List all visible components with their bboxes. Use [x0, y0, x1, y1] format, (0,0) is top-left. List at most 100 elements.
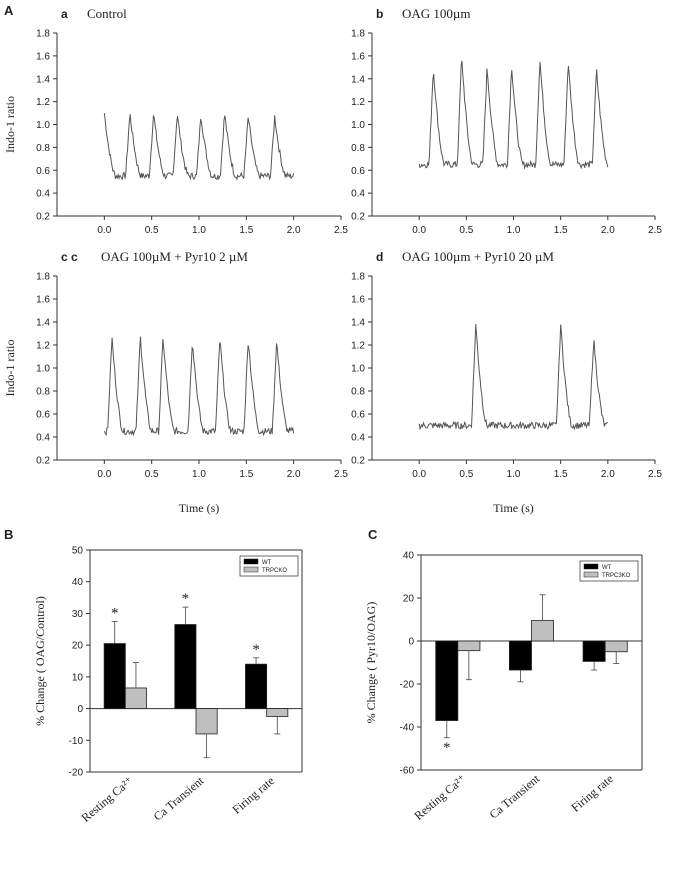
y-tick-label: 20: [72, 641, 84, 652]
y-tick-label: 1.6: [36, 295, 50, 306]
subpanel-title: OAG 100µM + Pyr10 2 µM: [101, 249, 248, 264]
calcium-trace-line: [418, 60, 609, 170]
bar-chart-B: -20 -10 0 10 20 30 40 50 % Change ( OAG/Control)…: [33, 546, 303, 825]
category-label: Ca Transient: [151, 773, 207, 823]
x-tick-label: 0.0: [412, 225, 426, 236]
y-tick-label: 1.4: [36, 74, 50, 85]
y-tick-label: -40: [400, 723, 415, 734]
y-tick-label: 0: [408, 637, 414, 648]
x-tick-label: 0.5: [145, 225, 159, 236]
x-tick-label: 1.0: [192, 469, 206, 480]
trace-chart-a: 0.2 0.4 0.6 0.8 1.0 1.2 1.4 1.6 1.8 0.0 0.5 1.0 1.5 2…: [3, 6, 348, 236]
legend-label: WT: [262, 560, 272, 566]
y-tick-label: 1.4: [36, 318, 50, 329]
y-tick-label: 40: [72, 577, 84, 588]
y-tick-label: 1.2: [36, 341, 50, 352]
bar-trpcko: [195, 708, 218, 735]
y-tick-label: 0.8: [36, 143, 50, 154]
legend-swatch: [243, 566, 259, 573]
y-tick-label: 0.4: [351, 433, 365, 444]
legend-swatch: [583, 563, 599, 570]
bar-trpc3ko: [604, 640, 628, 653]
y-tick-label: 0.2: [36, 212, 50, 223]
x-tick-label: 1.0: [192, 225, 206, 236]
y-tick-label: 1.6: [36, 51, 50, 62]
calcium-trace-line: [418, 323, 608, 431]
y-tick-label: 0.4: [36, 189, 50, 200]
y-tick-label: 1.8: [351, 29, 365, 40]
legend-label: WT: [602, 565, 612, 571]
subpanel-letter: b: [376, 7, 383, 21]
y-tick-label: -20: [69, 768, 84, 779]
subpanel-letter: d: [376, 250, 383, 264]
category-label: Firing rate: [230, 774, 278, 817]
y-axis-label: % Change ( OAG/Control): [33, 596, 47, 726]
x-tick-label: 1.0: [507, 469, 521, 480]
x-tick-label: 2.0: [287, 469, 301, 480]
category-label: Firing rate: [568, 772, 616, 815]
bar-chart-C: -60 -40 -20 0 20 40 % Change ( Pyr10/OAG) * Rest…: [364, 551, 643, 823]
x-tick-label: 0.0: [97, 225, 111, 236]
x-tick-label: 1.5: [554, 469, 568, 480]
legend: WT TRPC3KO: [579, 560, 639, 582]
category-label: Ca Transient: [487, 771, 543, 821]
calcium-trace-line: [103, 113, 295, 181]
x-tick-label: 2.5: [334, 469, 348, 480]
bar-trpc3ko: [531, 620, 555, 642]
subpanel-title: OAG 100µm: [402, 6, 471, 21]
bar-wt: [174, 624, 197, 709]
x-tick-label: 1.5: [554, 225, 568, 236]
panel-label-c-group: C: [368, 527, 378, 542]
y-tick-label: 0.2: [351, 456, 365, 467]
y-tick-label: 0: [77, 704, 83, 715]
y-tick-label: 0.4: [351, 189, 365, 200]
subpanel-title: Control: [87, 6, 127, 21]
legend-label: TRPCKO: [262, 568, 287, 574]
y-tick-label: 1.4: [351, 318, 365, 329]
x-tick-label: 0.0: [412, 469, 426, 480]
y-tick-label: 1.0: [351, 120, 365, 131]
trace-chart-b: 0.2 0.4 0.6 0.8 1.0 1.2 1.4 1.6 1.8 0.0 0.5 1.0 1.5 2…: [351, 6, 662, 236]
y-tick-label: 40: [403, 551, 415, 562]
subpanel-title: OAG 100µm + Pyr10 20 µM: [402, 249, 554, 264]
x-tick-label: 1.5: [239, 469, 253, 480]
y-tick-label: 1.8: [36, 272, 50, 283]
y-tick-label: 0.4: [36, 433, 50, 444]
y-tick-label: 0.6: [351, 410, 365, 421]
y-axis-label: Indo-1 ratio: [3, 96, 17, 153]
x-tick-label: 2.0: [601, 225, 615, 236]
bar-trpc3ko: [457, 640, 481, 652]
significance-asterisk: *: [182, 591, 190, 607]
x-tick-label: 0.5: [145, 469, 159, 480]
subpanel-letter: c c: [61, 250, 78, 264]
legend-label: TRPC3KO: [602, 573, 631, 579]
y-axis-label: % Change ( Pyr10/OAG): [364, 602, 378, 724]
x-tick-label: 2.5: [648, 225, 662, 236]
y-tick-label: -20: [400, 680, 415, 691]
bar-trpcko: [266, 708, 289, 717]
y-tick-label: 10: [72, 672, 84, 683]
x-axis-label: Time (s): [179, 501, 220, 515]
x-axis-label: Time (s): [493, 501, 534, 515]
y-tick-label: -10: [69, 736, 84, 747]
x-tick-label: 0.5: [459, 225, 473, 236]
significance-asterisk: *: [111, 605, 119, 621]
significance-asterisk: *: [443, 740, 451, 756]
significance-asterisk: *: [252, 642, 260, 658]
y-tick-label: 1.6: [351, 51, 365, 62]
y-tick-label: 1.0: [36, 120, 50, 131]
trace-chart-d: 0.2 0.4 0.6 0.8 1.0 1.2 1.4 1.6 1.8 0.0 0.5 1.0 1.5 2…: [351, 249, 662, 515]
y-tick-label: 1.8: [351, 272, 365, 283]
x-tick-label: 0.0: [97, 469, 111, 480]
y-tick-label: 0.8: [36, 387, 50, 398]
y-tick-label: 1.6: [351, 295, 365, 306]
x-tick-label: 2.0: [601, 469, 615, 480]
trace-chart-c: 0.2 0.4 0.6 0.8 1.0 1.2 1.4 1.6 1.8 0.0 0.5 1.0 1.5 2…: [3, 249, 348, 515]
y-tick-label: 1.0: [351, 364, 365, 375]
y-tick-label: 30: [72, 609, 84, 620]
y-tick-label: 0.6: [36, 410, 50, 421]
legend-swatch: [243, 558, 259, 565]
legend-swatch: [583, 571, 599, 578]
calcium-trace-line: [103, 336, 295, 437]
